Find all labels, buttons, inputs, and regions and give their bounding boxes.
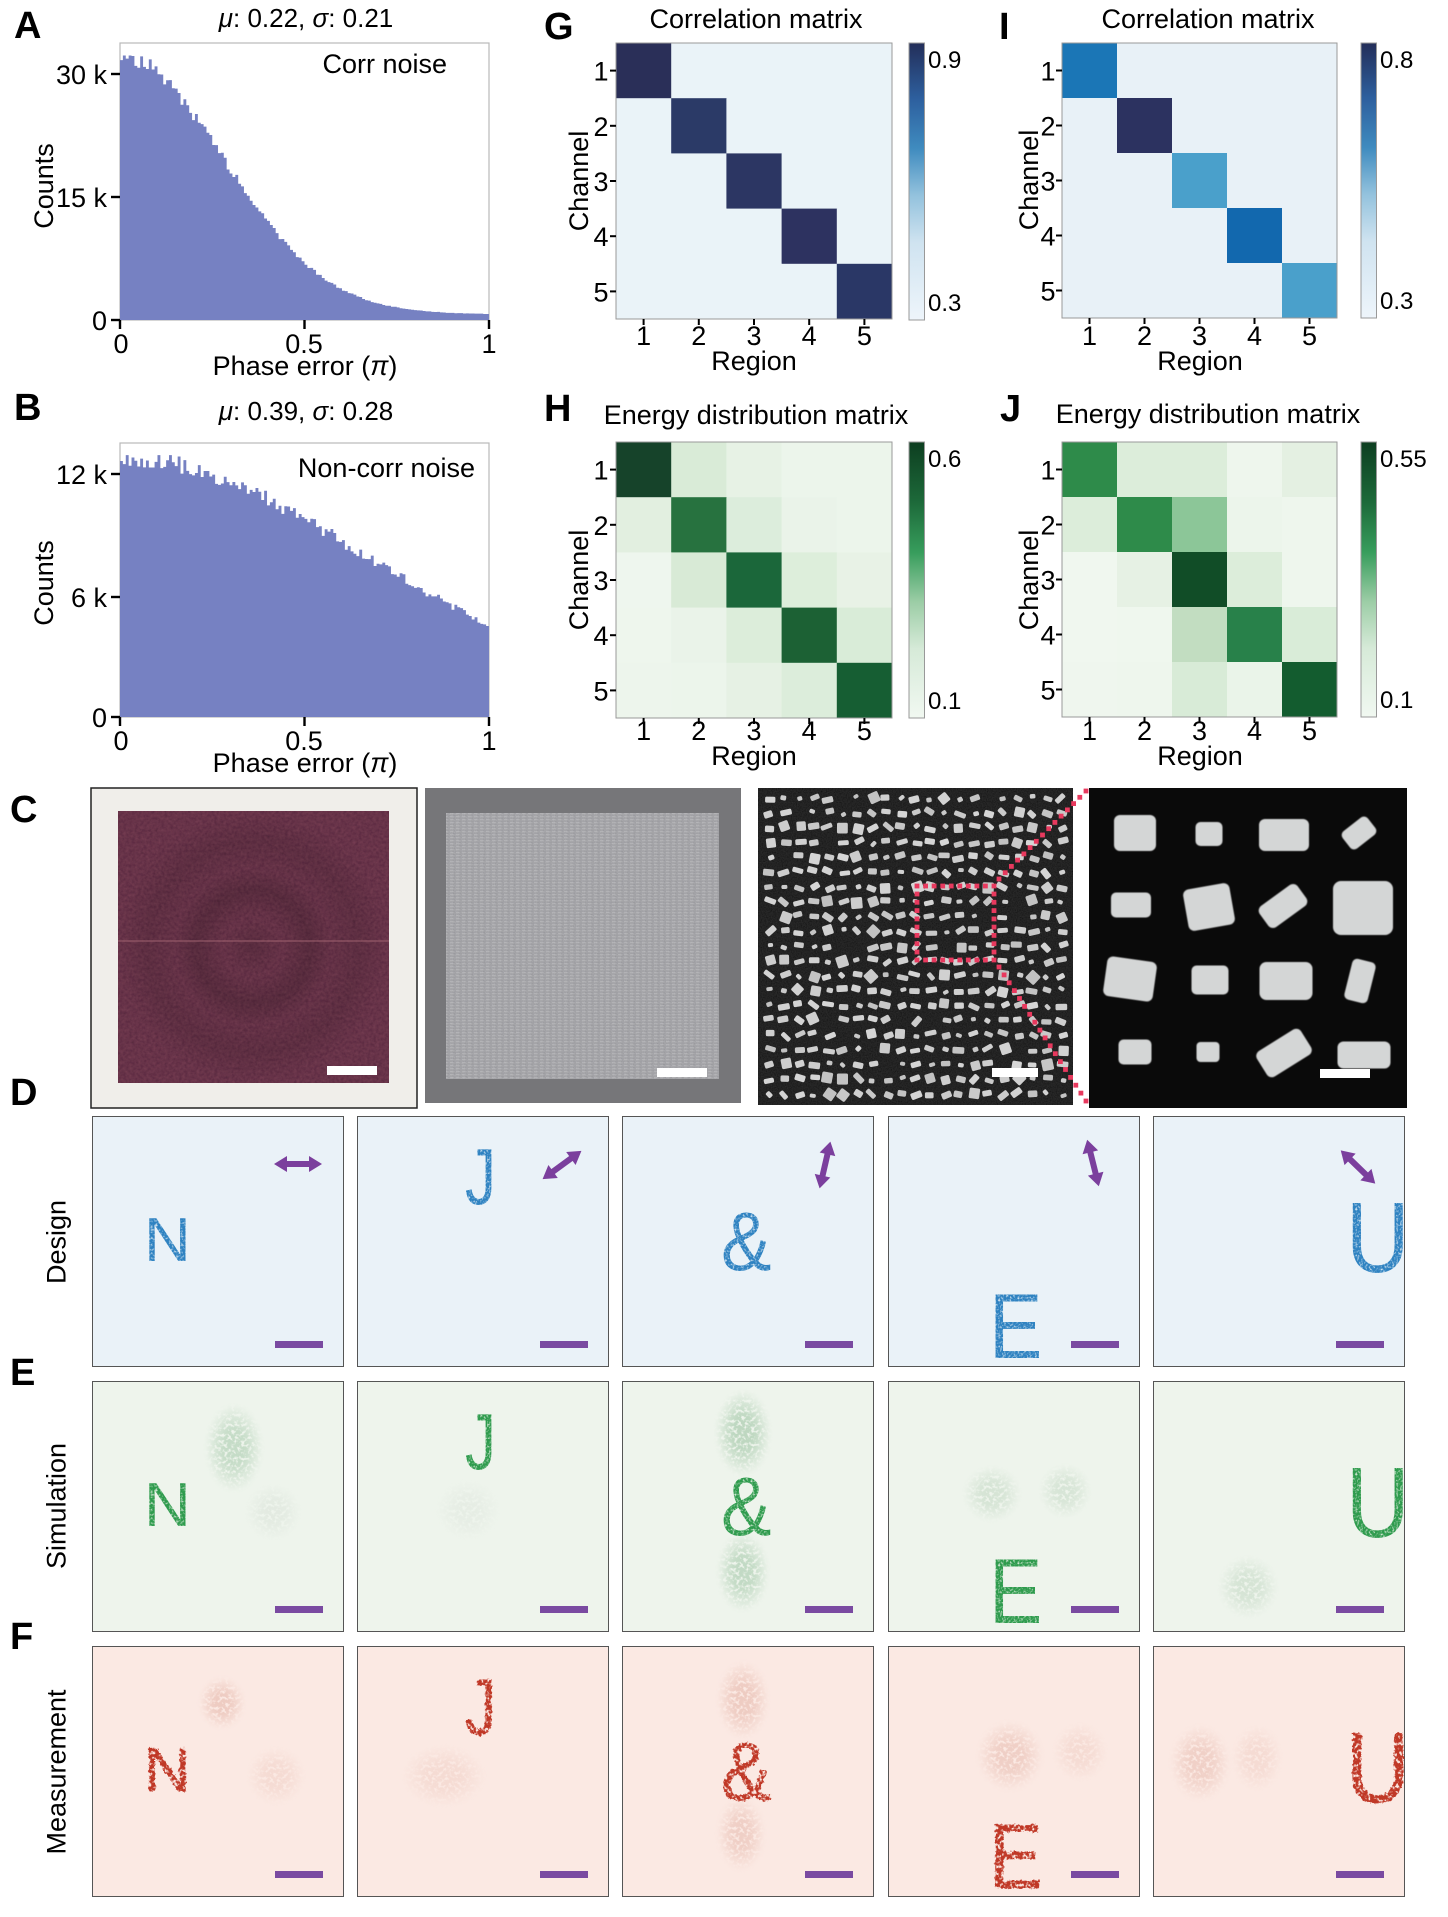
svg-text:1: 1 <box>593 57 608 87</box>
svg-text:1: 1 <box>593 456 608 486</box>
svg-text:30 k: 30 k <box>56 60 108 90</box>
svg-text:Energy distribution matrix: Energy distribution matrix <box>604 400 909 430</box>
svg-text:Correlation matrix: Correlation matrix <box>1101 4 1315 34</box>
svg-text:2: 2 <box>593 511 608 541</box>
svg-text:J: J <box>1000 390 1021 430</box>
svg-text:0: 0 <box>92 306 107 336</box>
svg-text:0.5: 0.5 <box>285 726 323 756</box>
svg-text:Region: Region <box>711 346 797 376</box>
svg-text:5: 5 <box>593 277 608 307</box>
svg-text:1: 1 <box>1082 321 1097 351</box>
svg-text:15 k: 15 k <box>56 183 108 213</box>
svg-text:G: G <box>544 6 574 48</box>
svg-text:0: 0 <box>113 329 128 359</box>
svg-text:4: 4 <box>593 621 608 651</box>
svg-text:Region: Region <box>1157 741 1243 771</box>
svg-text:Channel: Channel <box>564 131 594 232</box>
svg-text:Non-corr noise: Non-corr noise <box>298 453 475 483</box>
svg-text:1: 1 <box>636 716 651 746</box>
svg-text:Region: Region <box>711 741 797 771</box>
svg-text:μ: 0.22, σ: 0.21: μ: 0.22, σ: 0.21 <box>218 3 394 33</box>
svg-text:5: 5 <box>1040 676 1055 706</box>
svg-text:3: 3 <box>1192 321 1207 351</box>
svg-text:5: 5 <box>857 321 872 351</box>
svg-text:3: 3 <box>1192 716 1207 746</box>
svg-text:1: 1 <box>1040 456 1055 486</box>
svg-text:2: 2 <box>691 716 706 746</box>
svg-text:Counts: Counts <box>29 143 59 229</box>
svg-text:B: B <box>14 390 41 429</box>
svg-text:4: 4 <box>802 716 817 746</box>
svg-text:1: 1 <box>1082 716 1097 746</box>
svg-text:5: 5 <box>593 676 608 706</box>
svg-text:4: 4 <box>1040 621 1055 651</box>
svg-text:2: 2 <box>1040 511 1055 541</box>
svg-text:Phase error (π): Phase error (π) <box>213 748 398 778</box>
svg-text:4: 4 <box>1247 716 1262 746</box>
svg-text:0.1: 0.1 <box>1380 687 1413 714</box>
svg-text:0: 0 <box>113 726 128 756</box>
svg-text:5: 5 <box>1040 277 1055 307</box>
svg-text:Energy distribution matrix: Energy distribution matrix <box>1056 399 1361 429</box>
svg-text:2: 2 <box>1040 112 1055 142</box>
svg-text:5: 5 <box>1302 321 1317 351</box>
svg-text:3: 3 <box>593 167 608 197</box>
svg-text:H: H <box>544 390 571 430</box>
svg-text:0.3: 0.3 <box>928 290 961 317</box>
svg-text:Region: Region <box>1157 346 1243 376</box>
svg-text:0.6: 0.6 <box>928 446 961 473</box>
svg-text:12 k: 12 k <box>56 460 108 490</box>
svg-text:1: 1 <box>481 726 496 756</box>
svg-text:3: 3 <box>746 321 761 351</box>
svg-text:0: 0 <box>92 703 107 733</box>
svg-text:5: 5 <box>857 716 872 746</box>
svg-text:1: 1 <box>636 321 651 351</box>
svg-text:2: 2 <box>1137 716 1152 746</box>
svg-text:3: 3 <box>1040 167 1055 197</box>
svg-text:5: 5 <box>1302 716 1317 746</box>
svg-text:1: 1 <box>1040 57 1055 87</box>
svg-text:0.3: 0.3 <box>1380 288 1413 315</box>
svg-text:0.8: 0.8 <box>1380 47 1413 74</box>
svg-text:A: A <box>14 5 41 47</box>
svg-text:0.1: 0.1 <box>928 688 961 715</box>
svg-text:Correlation matrix: Correlation matrix <box>649 4 863 34</box>
svg-text:3: 3 <box>1040 566 1055 596</box>
svg-text:0.5: 0.5 <box>285 329 323 359</box>
svg-text:3: 3 <box>593 566 608 596</box>
svg-text:2: 2 <box>1137 321 1152 351</box>
svg-text:C: C <box>10 789 37 831</box>
svg-text:μ: 0.39, σ: 0.28: μ: 0.39, σ: 0.28 <box>218 396 394 426</box>
svg-text:I: I <box>999 6 1010 48</box>
svg-text:0.55: 0.55 <box>1380 446 1427 473</box>
svg-text:4: 4 <box>802 321 817 351</box>
svg-text:Channel: Channel <box>564 530 594 631</box>
svg-text:Channel: Channel <box>1014 130 1044 231</box>
svg-text:6 k: 6 k <box>71 583 108 613</box>
svg-text:2: 2 <box>593 112 608 142</box>
svg-text:0.9: 0.9 <box>928 47 961 74</box>
svg-text:2: 2 <box>691 321 706 351</box>
svg-text:Channel: Channel <box>1014 530 1044 631</box>
svg-text:4: 4 <box>1247 321 1262 351</box>
svg-text:4: 4 <box>1040 222 1055 252</box>
svg-text:Phase error (π): Phase error (π) <box>213 351 398 381</box>
svg-text:Counts: Counts <box>29 540 59 626</box>
svg-text:3: 3 <box>746 716 761 746</box>
svg-text:4: 4 <box>593 222 608 252</box>
svg-text:1: 1 <box>481 329 496 359</box>
svg-text:Corr noise: Corr noise <box>322 49 447 79</box>
